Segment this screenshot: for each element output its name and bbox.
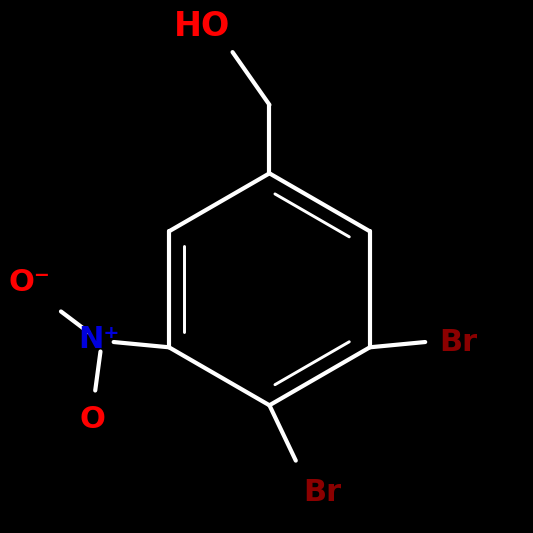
Text: O⁻: O⁻ <box>9 268 51 297</box>
Text: HO: HO <box>174 10 230 43</box>
Text: Br: Br <box>304 478 342 507</box>
Text: N⁺: N⁺ <box>79 325 120 354</box>
Text: Br: Br <box>439 327 478 357</box>
Text: O: O <box>79 405 106 434</box>
